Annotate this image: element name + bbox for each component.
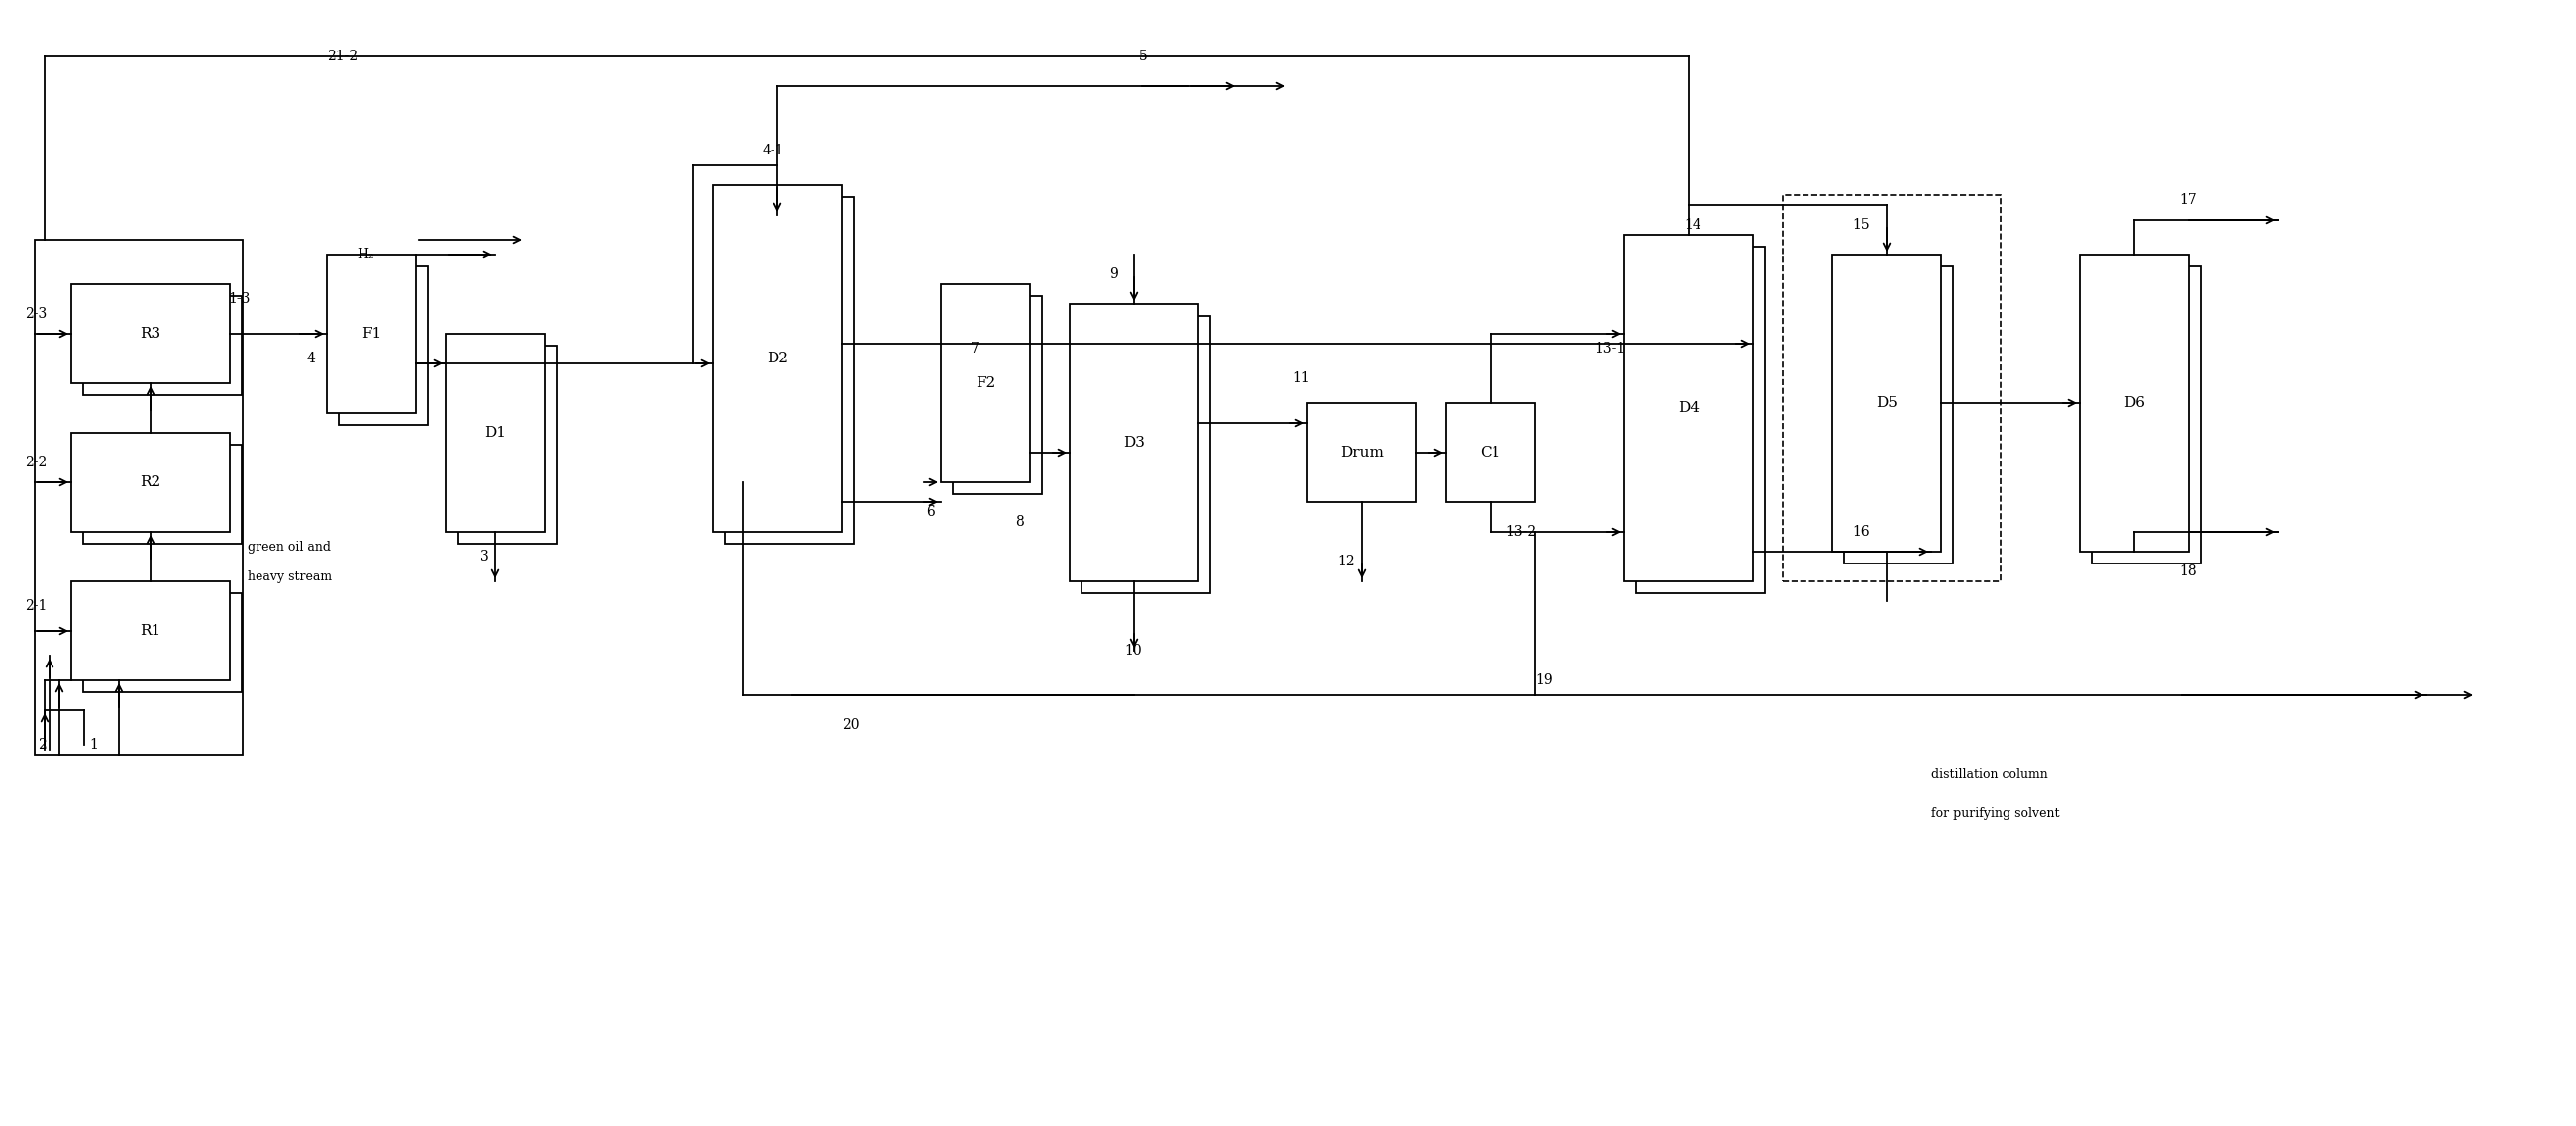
Bar — [459, 346, 556, 544]
Bar — [2079, 254, 2190, 552]
Text: C1: C1 — [1481, 446, 1502, 459]
Text: 13-1: 13-1 — [1595, 341, 1625, 356]
Text: heavy stream: heavy stream — [247, 570, 332, 583]
Text: green oil and: green oil and — [247, 540, 330, 553]
Text: 2-1: 2-1 — [26, 599, 46, 613]
Text: 7: 7 — [971, 341, 979, 356]
Text: D1: D1 — [484, 426, 505, 440]
Text: D6: D6 — [2123, 396, 2146, 410]
Bar — [72, 432, 229, 531]
Text: D4: D4 — [1677, 401, 1700, 415]
Bar — [1832, 254, 1942, 552]
Text: for purifying solvent: for purifying solvent — [1932, 807, 2061, 821]
Text: 11: 11 — [1293, 372, 1311, 385]
Text: 2-2: 2-2 — [26, 456, 46, 470]
Text: R2: R2 — [139, 475, 162, 489]
Text: Drum: Drum — [1340, 446, 1383, 459]
Bar — [1306, 403, 1417, 502]
Bar — [33, 240, 242, 754]
Text: 9: 9 — [1110, 267, 1118, 282]
Bar — [1844, 267, 1953, 563]
Text: 17: 17 — [2179, 194, 2197, 207]
Bar — [82, 445, 242, 544]
Text: R3: R3 — [139, 327, 160, 341]
Bar — [1069, 304, 1198, 581]
Text: distillation column: distillation column — [1932, 768, 2048, 780]
Text: 8: 8 — [1015, 515, 1023, 529]
Text: 13-2: 13-2 — [1504, 525, 1535, 538]
Text: 21-2: 21-2 — [327, 50, 358, 63]
Text: 12: 12 — [1337, 555, 1355, 569]
Text: H₂: H₂ — [355, 248, 374, 261]
Bar — [724, 197, 853, 544]
Bar — [714, 185, 842, 531]
Text: 1: 1 — [90, 738, 98, 752]
Bar — [327, 254, 415, 413]
Bar — [1625, 234, 1754, 581]
Bar — [1783, 195, 2002, 581]
Text: 15: 15 — [1852, 217, 1870, 232]
Text: 10: 10 — [1123, 644, 1141, 658]
Text: F1: F1 — [361, 327, 381, 341]
Bar — [82, 593, 242, 692]
Bar — [1636, 247, 1765, 593]
Text: 14: 14 — [1685, 217, 1700, 232]
Text: 18: 18 — [2179, 564, 2197, 579]
Bar — [337, 267, 428, 425]
Text: D2: D2 — [768, 351, 788, 366]
Text: 20: 20 — [842, 718, 860, 732]
Text: D5: D5 — [1875, 396, 1899, 410]
Bar — [72, 284, 229, 383]
Bar — [940, 284, 1030, 482]
Text: 2-3: 2-3 — [26, 307, 46, 321]
Text: R1: R1 — [139, 624, 162, 637]
Text: F2: F2 — [976, 376, 994, 391]
Text: 16: 16 — [1852, 525, 1870, 538]
Text: 1-3: 1-3 — [227, 292, 250, 306]
Text: D3: D3 — [1123, 436, 1144, 449]
Text: 6: 6 — [925, 506, 935, 519]
Bar — [446, 333, 544, 531]
Bar — [1082, 316, 1211, 593]
Text: 4-1: 4-1 — [762, 144, 786, 158]
Text: 2: 2 — [39, 738, 46, 752]
Text: 5: 5 — [1139, 50, 1149, 63]
Text: 4: 4 — [307, 351, 317, 366]
Text: 3: 3 — [479, 549, 489, 563]
Bar — [953, 296, 1041, 494]
Bar — [82, 296, 242, 395]
Bar — [2092, 267, 2200, 563]
Bar — [1445, 403, 1535, 502]
Text: 19: 19 — [1535, 673, 1553, 687]
Bar — [72, 581, 229, 680]
